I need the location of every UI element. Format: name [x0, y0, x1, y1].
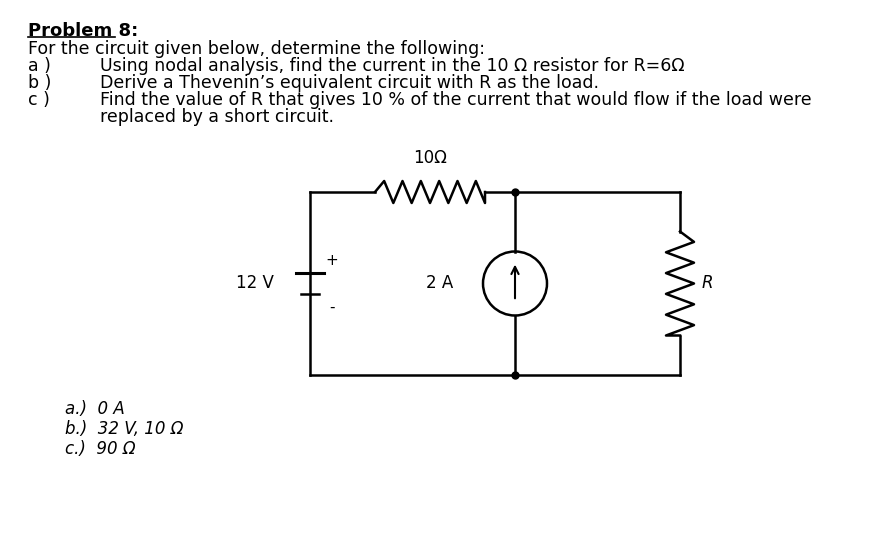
Text: replaced by a short circuit.: replaced by a short circuit. [100, 108, 334, 126]
Text: Find the value of R that gives 10 % of the current that would flow if the load w: Find the value of R that gives 10 % of t… [100, 91, 812, 109]
Text: R: R [702, 274, 713, 293]
Text: Problem 8:: Problem 8: [28, 22, 138, 40]
Text: 10Ω: 10Ω [413, 149, 447, 167]
Text: c ): c ) [28, 91, 50, 109]
Text: a ): a ) [28, 57, 51, 75]
Text: 2 A: 2 A [426, 274, 453, 293]
Text: b.)  32 V, 10 Ω: b.) 32 V, 10 Ω [65, 420, 184, 438]
Text: c.)  90 Ω: c.) 90 Ω [65, 440, 136, 458]
Text: a.)  0 A: a.) 0 A [65, 400, 125, 418]
Text: b ): b ) [28, 74, 52, 92]
Text: For the circuit given below, determine the following:: For the circuit given below, determine t… [28, 40, 485, 58]
Text: Using nodal analysis, find the current in the 10 Ω resistor for R=6Ω: Using nodal analysis, find the current i… [100, 57, 684, 75]
Text: +: + [326, 253, 339, 268]
Text: -: - [329, 300, 335, 314]
Text: 12 V: 12 V [236, 274, 274, 293]
Text: Derive a Thevenin’s equivalent circuit with R as the load.: Derive a Thevenin’s equivalent circuit w… [100, 74, 599, 92]
